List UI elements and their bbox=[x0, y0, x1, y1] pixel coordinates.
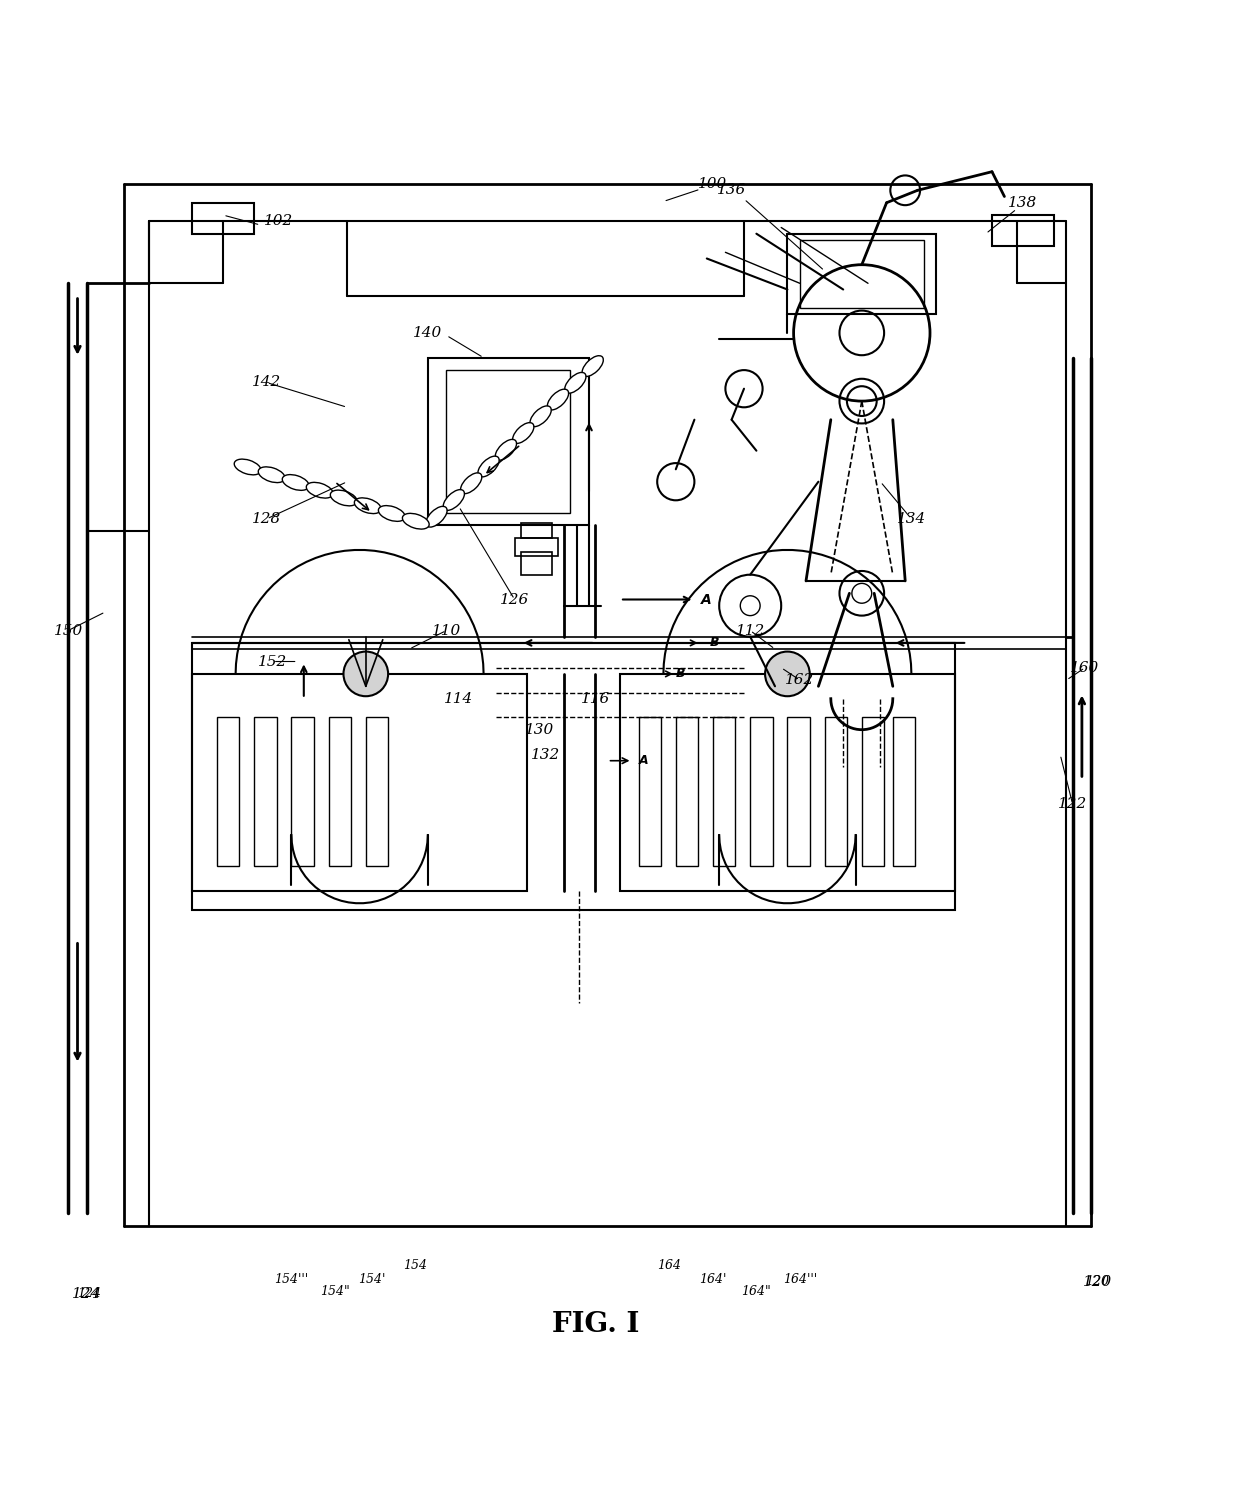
Bar bbox=[521, 552, 552, 575]
Text: 120: 120 bbox=[1083, 1275, 1112, 1289]
Bar bbox=[713, 717, 735, 866]
Circle shape bbox=[343, 652, 388, 696]
Ellipse shape bbox=[443, 489, 465, 510]
Text: 126: 126 bbox=[500, 593, 529, 607]
Ellipse shape bbox=[403, 513, 429, 530]
Ellipse shape bbox=[425, 507, 448, 527]
Ellipse shape bbox=[378, 506, 405, 521]
Text: 164''': 164''' bbox=[782, 1272, 817, 1286]
Ellipse shape bbox=[234, 459, 260, 475]
Text: 122: 122 bbox=[1058, 797, 1087, 812]
Text: 164: 164 bbox=[657, 1259, 682, 1272]
Ellipse shape bbox=[547, 389, 569, 410]
Bar bbox=[446, 370, 570, 513]
Bar bbox=[676, 717, 698, 866]
Circle shape bbox=[890, 175, 920, 205]
Text: B: B bbox=[676, 667, 686, 681]
Text: 152: 152 bbox=[258, 655, 288, 668]
Text: 132: 132 bbox=[531, 747, 560, 762]
Bar bbox=[825, 717, 847, 866]
Bar bbox=[800, 240, 924, 308]
Bar bbox=[750, 717, 773, 866]
Text: 154': 154' bbox=[358, 1272, 386, 1286]
Text: 130: 130 bbox=[525, 723, 554, 736]
Text: 164": 164" bbox=[742, 1286, 771, 1298]
Text: 138: 138 bbox=[1008, 196, 1038, 210]
Ellipse shape bbox=[495, 439, 517, 460]
Text: 164': 164' bbox=[699, 1272, 727, 1286]
Text: 134: 134 bbox=[897, 512, 926, 527]
Ellipse shape bbox=[512, 423, 534, 444]
Text: FIG. I: FIG. I bbox=[552, 1311, 639, 1338]
Ellipse shape bbox=[306, 483, 334, 498]
Text: 154''': 154''' bbox=[274, 1272, 309, 1286]
Text: 100: 100 bbox=[698, 177, 728, 192]
Bar bbox=[428, 358, 589, 525]
Bar bbox=[329, 717, 351, 866]
Ellipse shape bbox=[330, 490, 357, 506]
Bar bbox=[862, 717, 884, 866]
Ellipse shape bbox=[529, 406, 552, 427]
Text: 124: 124 bbox=[77, 1287, 102, 1301]
Text: 128: 128 bbox=[252, 512, 281, 527]
Ellipse shape bbox=[355, 498, 381, 513]
Text: 124: 124 bbox=[72, 1287, 102, 1301]
Ellipse shape bbox=[258, 466, 285, 483]
Bar bbox=[192, 675, 527, 890]
Bar bbox=[787, 234, 936, 314]
Bar bbox=[620, 675, 955, 890]
Text: A: A bbox=[639, 754, 649, 767]
Text: 112: 112 bbox=[735, 623, 765, 637]
Ellipse shape bbox=[283, 475, 309, 490]
Text: B: B bbox=[709, 637, 719, 649]
Text: 162: 162 bbox=[785, 673, 815, 687]
Bar bbox=[787, 717, 810, 866]
Bar bbox=[521, 522, 552, 537]
Bar bbox=[893, 717, 915, 866]
Text: 102: 102 bbox=[264, 214, 294, 228]
Text: A: A bbox=[701, 593, 712, 607]
Text: 114: 114 bbox=[444, 691, 474, 706]
Text: 136: 136 bbox=[717, 183, 746, 198]
Bar bbox=[254, 717, 277, 866]
Text: 116: 116 bbox=[580, 691, 610, 706]
Bar bbox=[192, 643, 955, 910]
Bar bbox=[192, 202, 254, 234]
Text: 142: 142 bbox=[252, 376, 281, 389]
Text: 154: 154 bbox=[403, 1259, 428, 1272]
Ellipse shape bbox=[564, 373, 587, 394]
Bar bbox=[992, 216, 1054, 246]
Circle shape bbox=[765, 652, 810, 696]
Text: 154": 154" bbox=[320, 1286, 350, 1298]
Text: 120: 120 bbox=[1085, 1275, 1110, 1289]
Ellipse shape bbox=[460, 472, 482, 493]
Text: 160: 160 bbox=[1070, 661, 1100, 675]
Bar bbox=[217, 717, 239, 866]
Bar bbox=[639, 717, 661, 866]
Bar bbox=[515, 537, 558, 557]
Bar bbox=[291, 717, 314, 866]
Ellipse shape bbox=[582, 356, 604, 376]
Ellipse shape bbox=[477, 456, 500, 477]
Text: 150: 150 bbox=[53, 623, 83, 637]
Bar bbox=[366, 717, 388, 866]
Text: 140: 140 bbox=[413, 326, 443, 340]
Text: 110: 110 bbox=[432, 623, 461, 637]
